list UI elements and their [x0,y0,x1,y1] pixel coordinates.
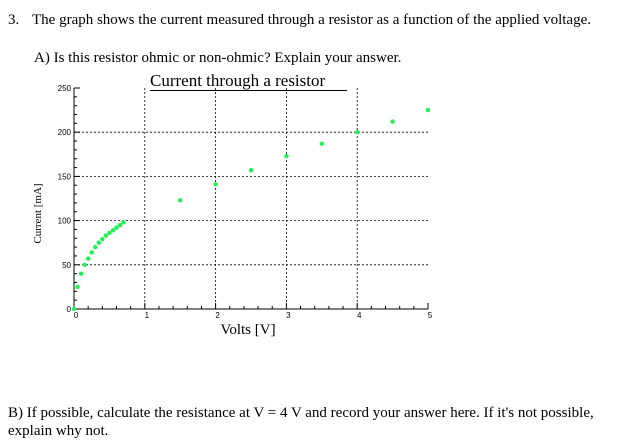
data-point [89,250,94,255]
x-tick-label: 3 [286,311,291,320]
y-axis-label: Current [mA] [32,183,44,243]
data-point [107,230,112,236]
data-point [248,168,254,173]
data-point [78,271,84,276]
data-point [82,262,87,267]
x-tick-label: 0 [74,311,79,320]
y-tick-label: 0 [67,305,72,314]
data-point [114,225,119,230]
part-a-prompt: A) Is this resistor ohmic or non-ohmic? … [34,50,402,66]
x-axis-label: Volts [V] [220,322,275,338]
data-point [390,119,395,124]
y-tick-label: 150 [58,172,72,181]
data-point [110,228,116,233]
data-point [96,240,101,245]
data-point [213,182,218,187]
data-point [319,141,324,146]
part-b-prompt: B) If possible, calculate the resistance… [8,405,594,439]
chart-title: Current through a resistor [150,71,326,90]
x-tick-label: 4 [357,311,362,320]
question-text: The graph shows the current measured thr… [32,12,591,28]
y-tick-label: 200 [58,128,72,137]
question-number: 3. [8,12,20,28]
data-point [71,306,77,312]
data-point [425,107,431,113]
y-tick-label: 250 [58,84,72,93]
x-tick-label: 5 [428,311,433,320]
y-tick-label: 100 [58,217,72,226]
data-point [117,222,123,228]
data-point [178,198,183,203]
data-point [100,236,105,242]
data-point [355,130,360,135]
data-point [75,284,80,290]
x-tick-label: 2 [215,311,220,320]
chart-title-underline [150,90,347,91]
data-point [103,233,109,238]
x-tick-label: 1 [145,311,150,320]
y-tick-label: 50 [62,261,71,270]
data-point [121,220,126,225]
data-point [85,256,91,261]
data-point [284,153,289,159]
data-point [93,244,98,250]
